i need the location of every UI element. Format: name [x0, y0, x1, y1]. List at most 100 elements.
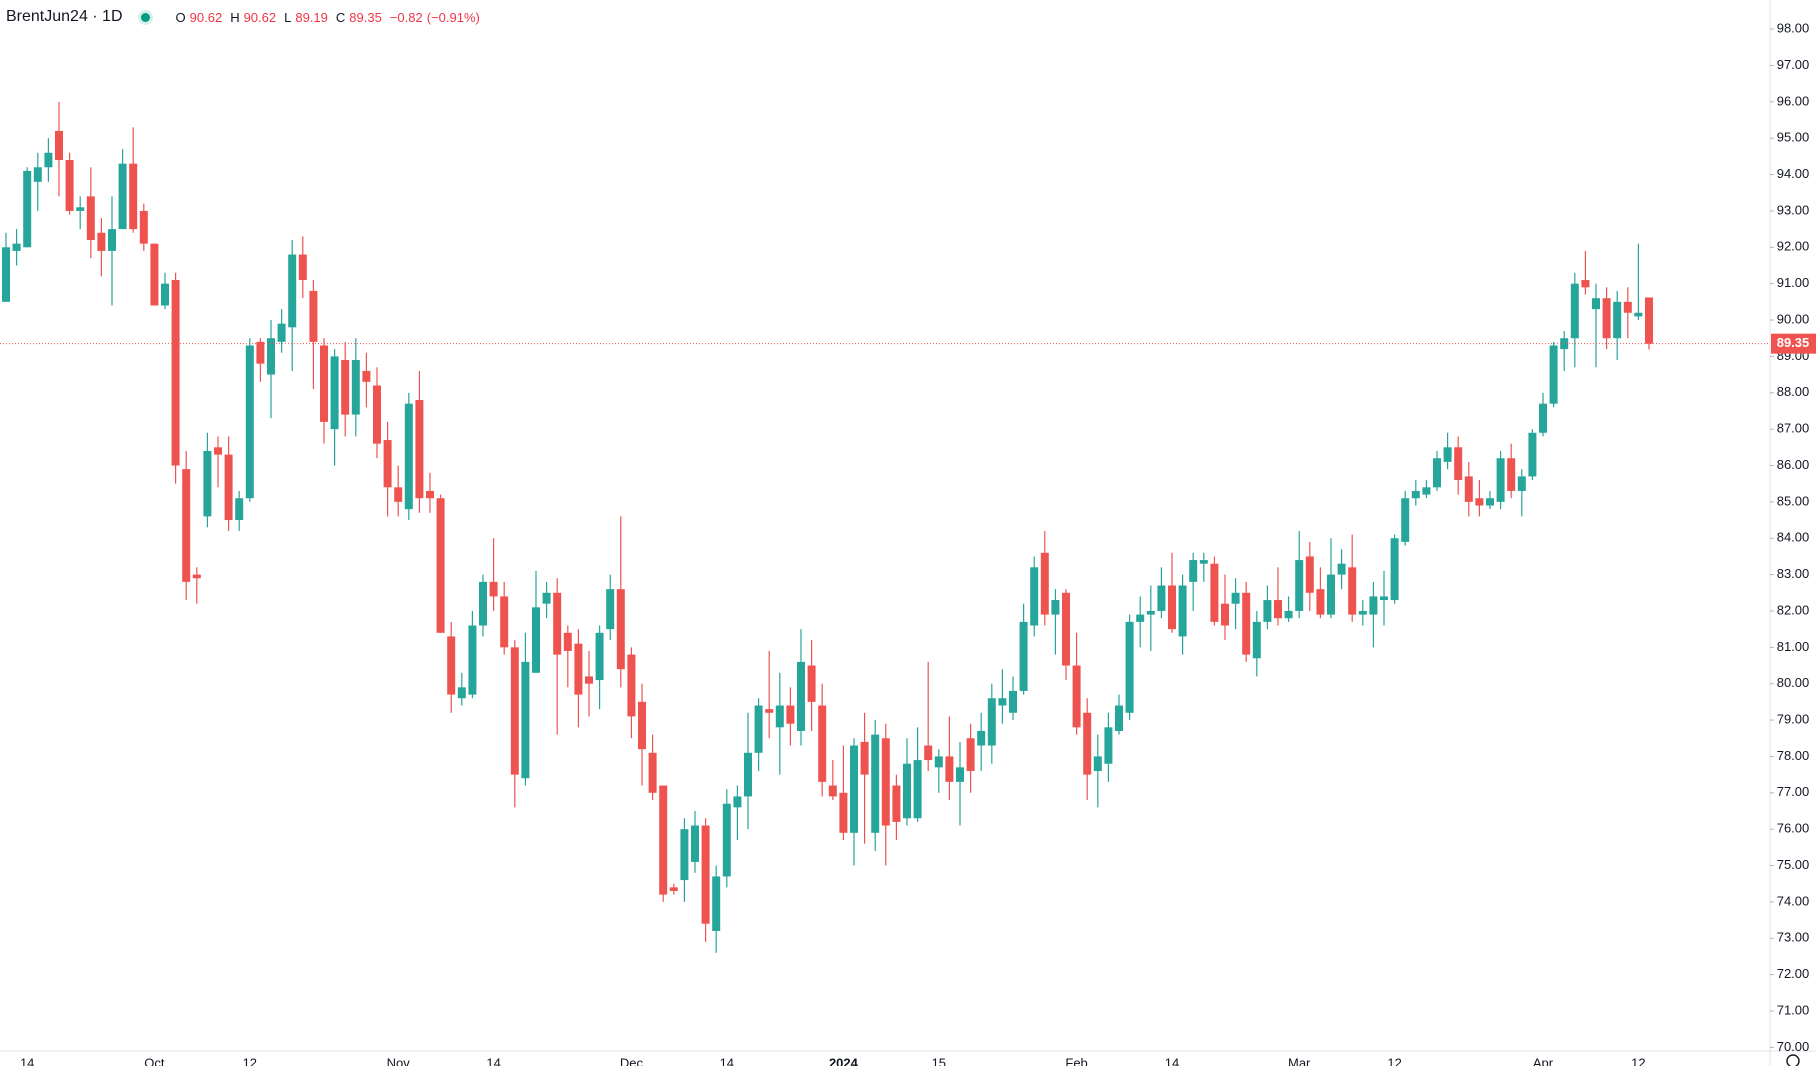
x-tick-label: 14 [20, 1055, 34, 1066]
y-tick-label: 73.00 [1777, 930, 1810, 945]
candle-body [553, 592, 562, 655]
candle-body [669, 887, 678, 891]
candle-body [1592, 298, 1600, 310]
y-tick-label: 88.00 [1777, 384, 1810, 399]
y-tick-label: 70.00 [1777, 1039, 1810, 1054]
x-tick-label: Feb [1065, 1055, 1087, 1066]
candle-body [489, 581, 498, 597]
candle-body [924, 745, 933, 761]
candle-body [987, 698, 996, 746]
y-tick-label: 92.00 [1777, 239, 1810, 254]
market-status[interactable] [140, 12, 150, 22]
y-tick-label: 75.00 [1777, 857, 1810, 872]
candle-body [616, 589, 625, 670]
candle-body [1496, 458, 1505, 502]
candle-body [691, 825, 699, 862]
candle-body [351, 360, 360, 415]
candle-body [171, 280, 180, 466]
y-tick-label: 76.00 [1777, 821, 1810, 836]
candle-body [850, 745, 858, 833]
candle-body [1380, 596, 1388, 601]
candle-body [1295, 560, 1304, 611]
candle-body [574, 643, 583, 695]
candle-body [1390, 538, 1399, 601]
candle-body [627, 654, 636, 717]
candle-body [288, 254, 297, 328]
candle-body [1093, 756, 1102, 771]
candle-body [797, 661, 805, 731]
candle-body [532, 607, 540, 673]
candle-body [1157, 585, 1166, 611]
candle-body [510, 647, 519, 775]
candle-body [1602, 298, 1611, 339]
candle-body [786, 705, 795, 724]
candle-body [1623, 301, 1632, 313]
ohlc-value: 90.62 [243, 9, 277, 25]
x-tick-label: 14 [1165, 1055, 1179, 1066]
x-tick-label: Nov [387, 1055, 411, 1066]
candle-body [1136, 614, 1145, 622]
candle-body [383, 440, 392, 488]
candle-body [1125, 621, 1134, 713]
candle-body [945, 756, 954, 782]
candle-body [44, 152, 53, 168]
candle-body [733, 796, 742, 808]
candle-body [818, 705, 827, 782]
candle-body [468, 625, 477, 695]
candle-body [1062, 592, 1070, 666]
y-tick-label: 77.00 [1777, 784, 1810, 799]
candle-body [595, 632, 604, 681]
candle-body [606, 589, 615, 630]
y-tick-label: 78.00 [1777, 748, 1810, 763]
candle-body [1454, 447, 1463, 481]
y-tick-label: 94.00 [1777, 166, 1810, 181]
ohlc-label: L [284, 9, 292, 25]
candle-body [712, 876, 721, 931]
candle-body [129, 163, 138, 230]
candle-body [1549, 345, 1558, 404]
y-tick-label: 72.00 [1777, 966, 1810, 981]
candle-body [1433, 458, 1441, 488]
y-tick-label: 86.00 [1777, 457, 1810, 472]
x-tick-label: 12 [1631, 1055, 1645, 1066]
candle-body [150, 243, 159, 306]
candle-body [97, 232, 106, 251]
candle-body [1221, 603, 1229, 626]
y-tick-label: 96.00 [1777, 93, 1810, 108]
symbol-title[interactable]: BrentJun24 · 1D [6, 8, 123, 25]
candle-body [277, 323, 286, 342]
y-tick-label: 74.00 [1777, 893, 1810, 908]
y-tick-label: 80.00 [1777, 675, 1810, 690]
candle-body [638, 701, 646, 750]
candle-body [1051, 600, 1060, 615]
candle-body [871, 734, 880, 833]
candle-body [1178, 585, 1187, 637]
candle-body [1252, 621, 1261, 659]
candle-body [426, 490, 434, 499]
candle-body [457, 687, 466, 699]
candle-body [65, 160, 74, 211]
candle-body [1019, 621, 1028, 691]
ohlc-label: O [175, 9, 186, 25]
candle-body [108, 229, 116, 251]
candle-body [701, 825, 710, 924]
candle-body [585, 676, 593, 684]
candle-body [1210, 563, 1219, 622]
candle-body [182, 469, 191, 582]
candle-body [1072, 665, 1081, 728]
candle-body [1316, 589, 1325, 615]
candle-body [913, 760, 922, 819]
change-percent: (−0.91%) [426, 9, 480, 25]
y-tick-label: 91.00 [1777, 275, 1810, 290]
y-tick-label: 93.00 [1777, 202, 1810, 217]
settings-icon[interactable] [1786, 1054, 1800, 1066]
candle-body [1443, 447, 1452, 462]
x-tick-label: Dec [620, 1055, 644, 1066]
candle-body [1274, 600, 1282, 619]
x-tick-label: 14 [720, 1055, 734, 1066]
candle-body [500, 596, 509, 648]
candle-body [680, 829, 689, 881]
candle-body [956, 767, 964, 782]
candle-body [860, 741, 869, 775]
